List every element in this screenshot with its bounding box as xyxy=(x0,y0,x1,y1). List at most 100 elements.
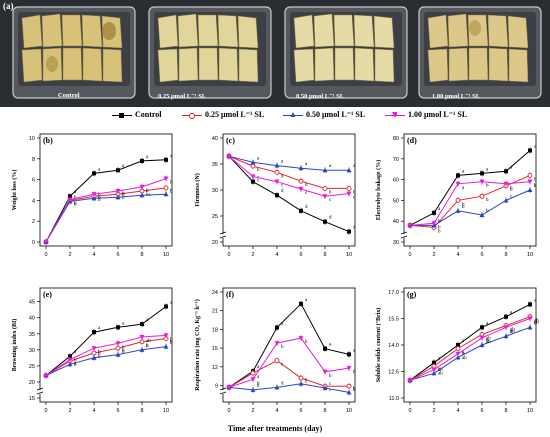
significance-label: b xyxy=(353,388,356,393)
significance-label: a xyxy=(257,375,260,380)
y-tick-label: 6 xyxy=(32,178,35,184)
x-tick-label: 0 xyxy=(408,252,411,258)
data-point xyxy=(346,383,352,389)
significance-label: bc xyxy=(146,193,152,198)
data-point xyxy=(115,194,121,200)
plot-frame xyxy=(39,287,173,403)
data-point xyxy=(140,158,144,163)
significance-label: b xyxy=(146,344,149,349)
significance-label: a xyxy=(305,162,308,167)
data-point xyxy=(299,301,303,306)
data-point xyxy=(527,172,533,178)
x-tick-label: 0 xyxy=(408,408,411,414)
axis-break-mark xyxy=(400,235,408,239)
significance-label: b xyxy=(534,184,537,189)
plot-frame xyxy=(39,133,173,247)
significance-label: a xyxy=(170,154,173,159)
series-line xyxy=(45,159,167,243)
data-point xyxy=(92,171,96,176)
data-point xyxy=(43,240,49,245)
y-tick-label: 35 xyxy=(212,162,218,168)
significance-label: a xyxy=(534,144,537,149)
data-point xyxy=(91,346,97,351)
y-axis-title: Soluble solids content (°Brix) xyxy=(375,308,382,383)
data-point xyxy=(250,377,256,382)
significance-label: b xyxy=(146,344,149,349)
x-tick-label: 4 xyxy=(456,252,459,258)
significance-label: a xyxy=(122,164,125,169)
data-point xyxy=(503,181,509,187)
significance-label: a xyxy=(146,155,149,160)
x-tick-label: 4 xyxy=(92,408,95,414)
data-point xyxy=(274,169,280,175)
y-tick-label: 0 xyxy=(32,240,35,246)
data-point xyxy=(68,354,72,359)
significance-label: c xyxy=(305,191,308,196)
data-point xyxy=(67,361,73,367)
significance-label: b xyxy=(510,188,513,193)
significance-label: d xyxy=(329,216,332,221)
significance-label: a xyxy=(486,321,489,326)
significance-label: ab xyxy=(438,372,443,377)
significance-label: b xyxy=(486,184,489,189)
data-point xyxy=(116,168,120,173)
data-point xyxy=(407,223,413,228)
sl025-tray-label: 0.25 μmol L⁻¹ SL xyxy=(158,93,207,100)
x-tick-label: 8 xyxy=(323,252,326,258)
significance-label: b xyxy=(170,341,173,346)
x-tick-label: 2 xyxy=(432,252,435,258)
x-tick-label: 10 xyxy=(346,252,352,258)
x-tick-label: 10 xyxy=(346,408,352,414)
series-line xyxy=(45,178,167,243)
data-point xyxy=(275,325,279,330)
data-point xyxy=(528,148,532,153)
y-axis-title: Browning index (BI) xyxy=(11,319,18,372)
significance-label: a xyxy=(462,169,465,174)
x-tick-label: 8 xyxy=(504,408,507,414)
y-tick-label: 18 xyxy=(212,327,218,333)
x-tick-label: 6 xyxy=(116,252,119,258)
axis-break-mark xyxy=(400,231,408,235)
data-point xyxy=(346,185,352,191)
x-tick-label: 0 xyxy=(227,252,230,258)
significance-label: b xyxy=(510,186,513,191)
data-point xyxy=(432,210,436,215)
significance-label: a xyxy=(510,311,513,316)
series-line xyxy=(228,155,349,189)
data-point xyxy=(139,334,145,340)
significance-label: d xyxy=(305,205,308,210)
significance-label: b xyxy=(146,189,149,194)
data-point xyxy=(455,181,461,187)
significance-label: c xyxy=(281,184,284,189)
significance-label: b xyxy=(353,386,356,391)
data-point xyxy=(479,335,485,341)
significance-label: a xyxy=(462,351,465,356)
y-tick-label: 24 xyxy=(212,290,218,296)
legend-label: 0.50 μmol L⁻¹ SL xyxy=(306,110,366,119)
y-tick-label: 30 xyxy=(29,348,35,354)
data-point xyxy=(504,314,508,319)
sl100-tray-image xyxy=(418,6,542,99)
significance-label: b xyxy=(122,349,125,354)
y-tick-label: 45 xyxy=(29,300,35,306)
data-point xyxy=(347,229,351,234)
significance-label: a xyxy=(438,357,441,362)
x-tick-label: 0 xyxy=(44,252,47,258)
data-point xyxy=(455,197,461,203)
significance-label: b xyxy=(122,350,125,355)
significance-label: a xyxy=(462,186,465,191)
significance-label: ab xyxy=(438,368,443,373)
data-point xyxy=(322,385,328,391)
control-tray-label: Control xyxy=(58,92,80,99)
y-tick-label: 40 xyxy=(212,136,218,142)
significance-label: c xyxy=(329,382,332,387)
data-point xyxy=(346,389,352,395)
data-point xyxy=(479,342,485,347)
significance-label: b xyxy=(122,345,125,350)
significance-label: b xyxy=(462,351,465,356)
series-line xyxy=(409,150,531,226)
significance-label: b xyxy=(122,191,125,196)
series-line xyxy=(410,189,531,226)
panel-letter: (d) xyxy=(407,136,417,145)
